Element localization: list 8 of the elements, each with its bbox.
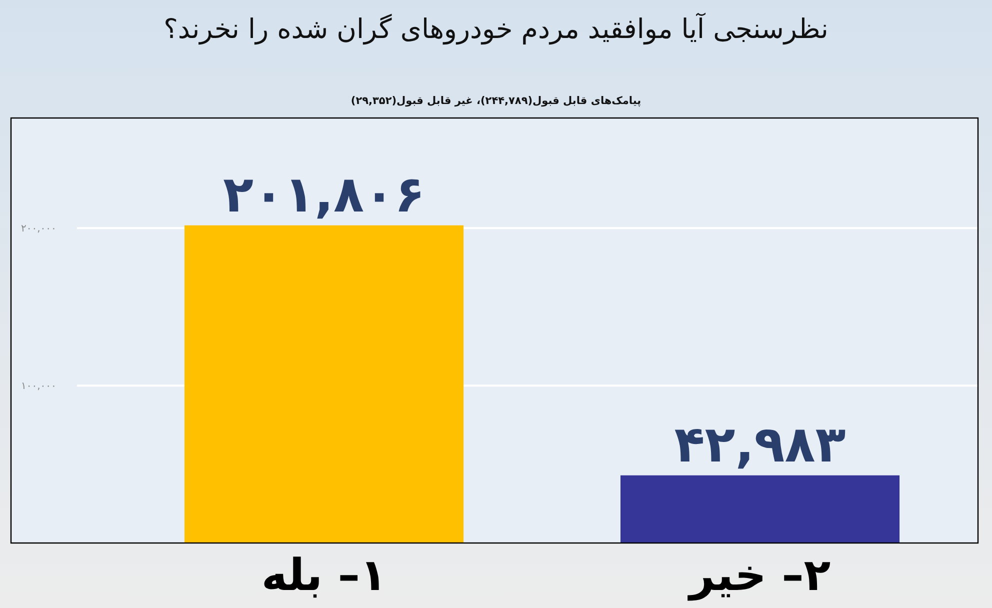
data-label: ۲۰۱,۸۰۶ bbox=[222, 165, 426, 224]
chart-title: نظرسنجی آیا موافقید مردم خودروهای گران شده را نخرند؟ bbox=[164, 12, 828, 45]
y-tick-label: ۲۰۰,۰۰۰ bbox=[21, 224, 56, 235]
chart-subtitle: پیامک‌های قابل قبول(۲۴۴,۷۸۹)، غیر قابل قبول(۲۹,۳۵۲) bbox=[350, 95, 642, 107]
x-tick-label: ۲– خیر bbox=[687, 550, 831, 601]
x-tick-label: ۱– بله bbox=[261, 550, 387, 601]
y-tick-label: ۱۰۰,۰۰۰ bbox=[21, 381, 56, 392]
data-label: ۴۲,۹۸۳ bbox=[674, 415, 846, 474]
